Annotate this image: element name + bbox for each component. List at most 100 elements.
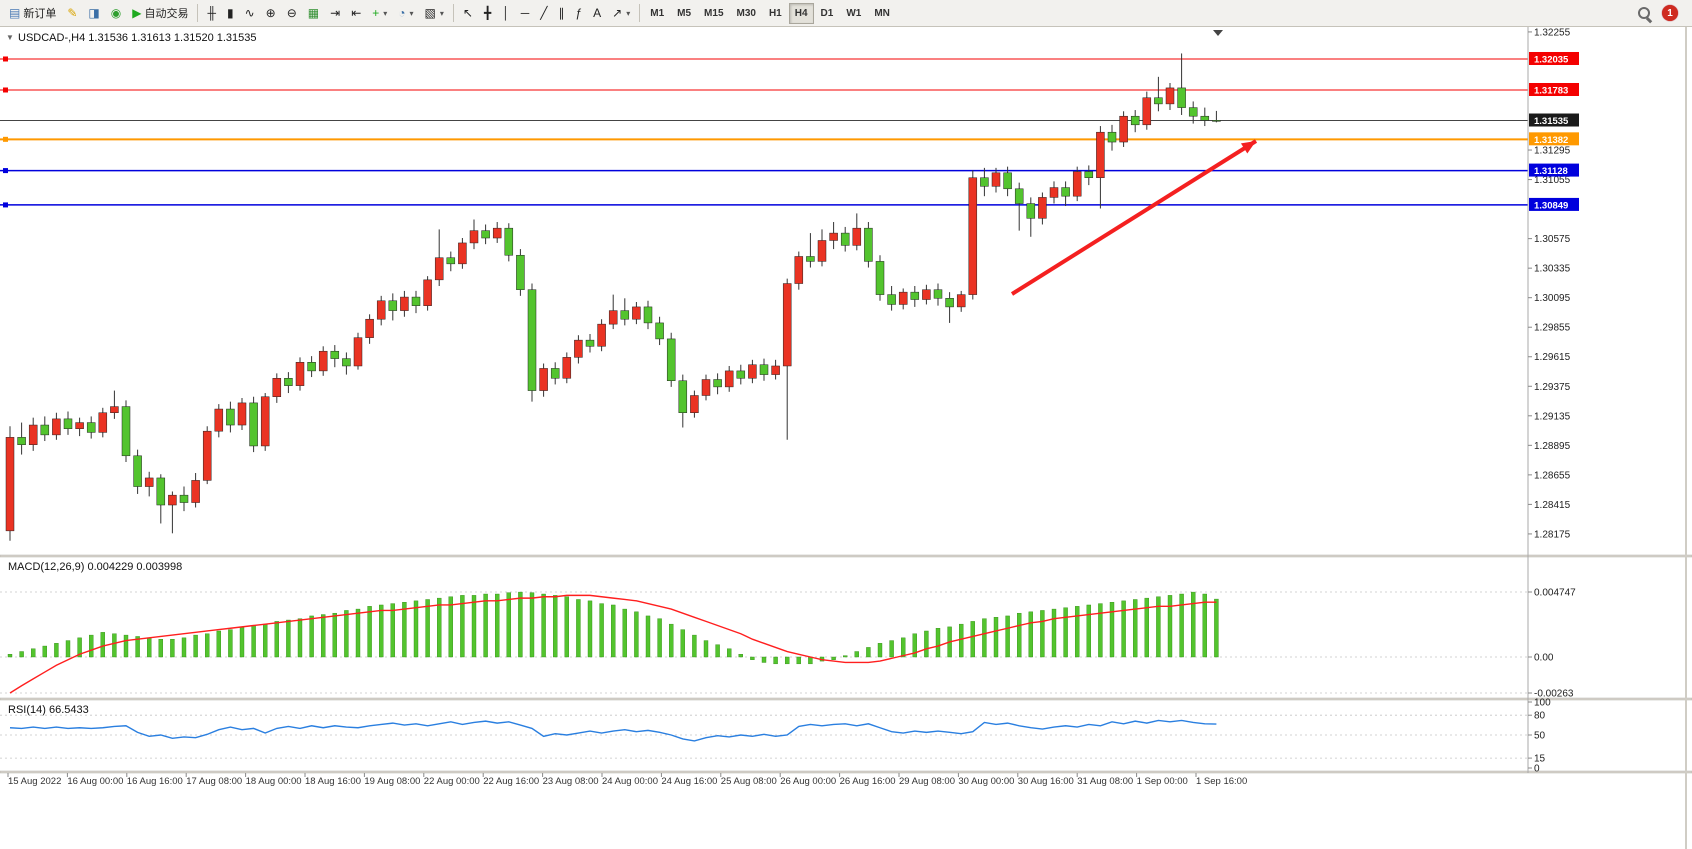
toolbar-candlestick-chart-button[interactable]: ▮ — [222, 3, 239, 24]
candle — [353, 337, 363, 367]
toolbar-horizontal-line-button[interactable]: ─ — [516, 3, 535, 24]
macd-bar — [843, 655, 848, 658]
candle — [933, 289, 943, 299]
toolbar-tf-h4-button[interactable]: H4 — [788, 2, 814, 24]
macd-bar — [460, 595, 465, 658]
candle — [620, 310, 630, 320]
resistance-line-upper-handle[interactable] — [3, 56, 8, 62]
toolbar-arrows-tool-button[interactable]: ↗ ▾ — [607, 3, 635, 24]
toolbar-chart-group: ╫ ▮ ∿ ⊕ ⊖ ▦ ⇥ ⇤ + ▾ ◔ ▾ ▧ ▾ — [202, 3, 448, 24]
price-badge — [1529, 132, 1579, 146]
candle — [945, 298, 954, 308]
candle — [28, 424, 38, 445]
toolbar-fibonacci-button[interactable]: ƒ — [570, 3, 587, 24]
trend-arrow[interactable] — [1010, 139, 1258, 296]
macd-bar — [471, 595, 477, 658]
toolbar-tf-w1-button[interactable]: W1 — [840, 3, 867, 24]
toolbar-tf-m30-button[interactable]: M30 — [731, 3, 762, 24]
rsi-tick-label: 80 — [1534, 711, 1546, 722]
orange-level-line-handle[interactable] — [3, 136, 8, 142]
candle — [504, 227, 514, 256]
macd-bar — [518, 591, 523, 658]
candle — [887, 294, 896, 305]
notification-badge[interactable]: 1 — [1662, 5, 1678, 21]
panel-separator[interactable] — [0, 697, 1692, 701]
macd-bar — [901, 637, 906, 658]
macd-bar — [1214, 598, 1219, 658]
toolbar-periods-button[interactable]: ◔ ▾ — [393, 3, 418, 24]
trend-arrow-head[interactable] — [1240, 141, 1256, 154]
toolbar-line-chart-button[interactable]: ∿ — [240, 3, 260, 24]
macd-bar — [135, 636, 140, 658]
panel-separator[interactable] — [0, 554, 1692, 558]
macd-header: MACD(12,26,9) 0.004229 0.003998 — [8, 561, 182, 573]
candle — [1188, 107, 1198, 117]
candle — [423, 279, 432, 306]
toolbar-zoom-in-button[interactable]: ⊕ — [261, 3, 281, 24]
candle — [191, 480, 200, 503]
toolbar-equidistant-channel-button[interactable]: ∥ — [553, 3, 569, 24]
macd-bar — [576, 599, 581, 658]
support-line-upper-handle[interactable] — [3, 168, 8, 174]
toolbar-zoom-out-button[interactable]: ⊖ — [282, 3, 302, 24]
toolbar-metaeditor-button[interactable]: ✎ — [62, 3, 82, 24]
candle — [272, 378, 282, 397]
macd-bar — [31, 648, 36, 658]
candle — [492, 227, 502, 239]
toolbar-market-watch-button[interactable]: ◨ — [83, 3, 104, 24]
toolbar-tf-m1-button[interactable]: M1 — [644, 3, 670, 24]
toolbar-bar-chart-button[interactable]: ╫ — [202, 3, 221, 24]
toolbar-tf-mn-button[interactable]: MN — [868, 3, 896, 24]
toolbar-tf-h1-button[interactable]: H1 — [763, 3, 788, 24]
chart-canvas[interactable]: 1.32255 1.31295 1.31055 1.30575 1.30335 1.300… — [0, 27, 1692, 849]
toolbar-tf-d1-button[interactable]: D1 — [815, 3, 840, 24]
toolbar-templates-button[interactable]: ▧ ▾ — [420, 3, 449, 24]
search-icon[interactable] — [1637, 6, 1652, 21]
chart-shift-marker[interactable] — [1213, 30, 1223, 36]
candle — [1096, 131, 1105, 178]
macd-bar — [785, 656, 790, 665]
macd-bar — [193, 634, 198, 658]
time-tick-label: 1 Sep 00:00 — [1137, 776, 1188, 787]
price-badge — [1529, 82, 1579, 96]
macd-bar — [88, 634, 94, 658]
toolbar-auto-trading-button[interactable]: ▶ 自动交易 — [127, 3, 193, 24]
candle — [75, 422, 84, 429]
equidistant-channel-icon: ∥ — [558, 6, 565, 20]
macd-bar — [19, 651, 24, 658]
toolbar-chart-shift-button[interactable]: ⇤ — [346, 3, 366, 24]
rsi-tick-label: 15 — [1534, 754, 1546, 765]
resistance-line-lower-handle[interactable] — [3, 87, 8, 93]
zoom-out-icon: ⊖ — [286, 6, 297, 20]
toolbar-tf-m15-button[interactable]: M15 — [698, 3, 729, 24]
candle — [481, 230, 490, 239]
candle — [307, 362, 316, 372]
toolbar-navigator-button[interactable]: ◉ — [106, 3, 126, 24]
candle — [1200, 115, 1210, 121]
support-line-lower-handle[interactable] — [3, 202, 8, 208]
toolbar-trendline-button[interactable]: ╱ — [535, 3, 552, 24]
toolbar-new-order-button[interactable]: ▤ 新订单 — [4, 3, 61, 24]
macd-bar — [773, 656, 778, 665]
price-tick-label: 1.28655 — [1534, 470, 1571, 481]
toolbar-cursor-button[interactable]: ↖ — [458, 3, 478, 24]
macd-bar — [657, 618, 662, 658]
candle — [608, 310, 618, 325]
candle — [1038, 197, 1047, 219]
candle — [133, 455, 142, 487]
toolbar-indicators-button[interactable]: + ▾ — [367, 3, 392, 24]
toolbar-separator — [197, 4, 199, 22]
toolbar-text-label-button[interactable]: A — [588, 3, 606, 24]
navigator-icon: ◉ — [110, 6, 122, 20]
toolbar-auto-scroll-button[interactable]: ⇥ — [325, 3, 345, 24]
macd-bar — [761, 656, 767, 663]
candle — [748, 364, 757, 379]
macd-bar — [529, 592, 535, 658]
toolbar-timeframes-group: M1 M5 M15 M30 H1 H4 D1 W1 MN — [644, 2, 896, 24]
toolbar-tile-windows-button[interactable]: ▦ — [303, 3, 324, 24]
panel-separator[interactable] — [0, 770, 1692, 774]
toolbar-crosshair-button[interactable]: ╋ — [479, 3, 496, 24]
toolbar-vertical-line-button[interactable]: │ — [497, 3, 515, 24]
price-tick-label: 1.29855 — [1534, 323, 1571, 334]
toolbar-tf-m5-button[interactable]: M5 — [671, 3, 697, 24]
